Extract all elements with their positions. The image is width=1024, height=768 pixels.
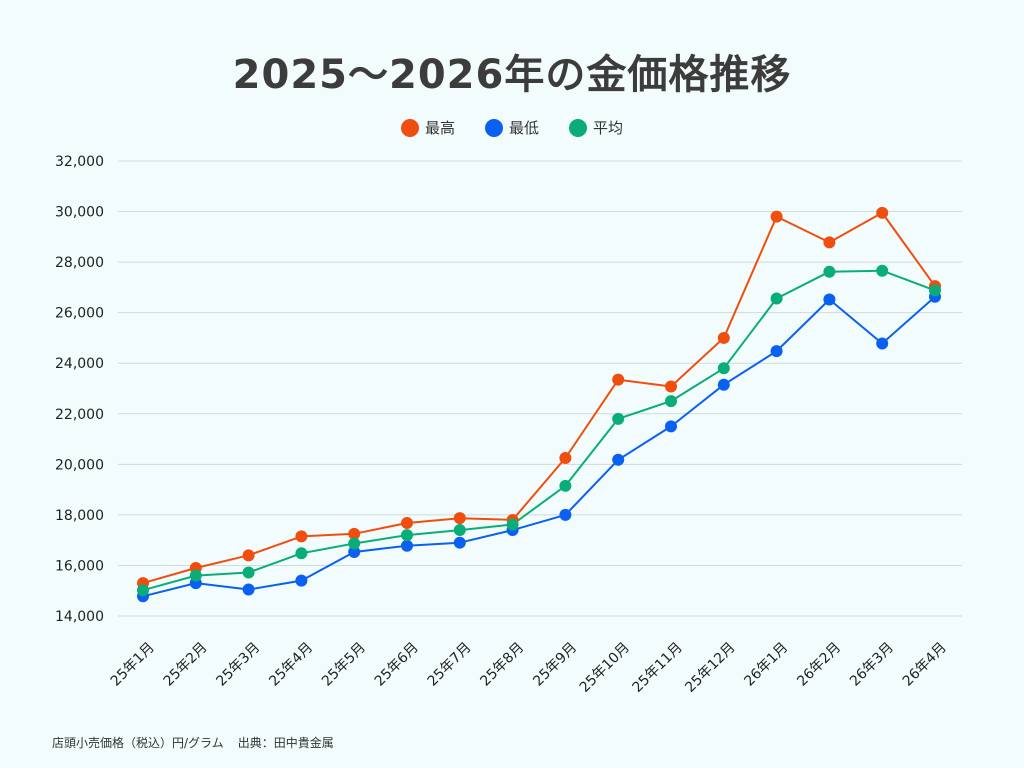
x-tick-label: 26年4月	[900, 640, 950, 690]
chart-title: 2025～2026年の金価格推移	[232, 52, 792, 98]
data-point-0	[453, 512, 466, 525]
x-tick-label: 25年2月	[161, 640, 211, 690]
data-point-0	[559, 452, 572, 465]
series-line-0	[142, 211, 936, 585]
data-point-2	[665, 395, 677, 408]
data-point-0	[242, 549, 255, 562]
x-tick-label: 25年6月	[372, 640, 422, 690]
legend-label-avg: 平均	[593, 119, 624, 137]
x-tick-label: 25年10月	[577, 640, 633, 696]
data-point-1	[823, 293, 836, 306]
x-tick-label: 25年7月	[425, 640, 475, 690]
data-point-2	[612, 412, 625, 425]
footer-note: 店頭小売価格（税込）円/グラム	[52, 736, 224, 750]
y-tick-label: 14,000	[55, 609, 104, 625]
data-point-2	[770, 292, 783, 305]
data-point-0	[770, 210, 783, 223]
y-tick-label: 32,000	[55, 154, 104, 170]
data-point-2	[559, 479, 572, 492]
y-tick-label: 24,000	[55, 356, 104, 372]
footer: 店頭小売価格（税込）円/グラム 出典：田中貴金属	[52, 734, 334, 751]
data-point-2	[823, 265, 836, 278]
data-point-1	[559, 508, 572, 521]
x-tick-label: 26年2月	[794, 640, 844, 690]
data-point-1	[348, 546, 361, 559]
x-tick-label: 25年5月	[319, 640, 369, 690]
data-point-2	[348, 537, 361, 550]
data-point-0	[612, 373, 625, 386]
x-tick-label: 25年9月	[530, 640, 580, 690]
data-point-2	[401, 529, 413, 542]
x-tick-label: 26年3月	[847, 640, 897, 690]
data-point-1	[665, 420, 677, 433]
legend-marker-min	[484, 118, 503, 137]
x-tick-label: 25年4月	[266, 640, 316, 690]
data-point-0	[295, 530, 308, 543]
data-point-1	[401, 539, 413, 552]
data-point-2	[929, 284, 941, 297]
data-point-0	[665, 380, 677, 393]
y-tick-label: 22,000	[55, 407, 104, 423]
y-tick-label: 26,000	[55, 306, 104, 322]
data-point-2	[242, 566, 255, 579]
legend-label-max: 最高	[424, 119, 455, 137]
data-point-0	[876, 206, 889, 219]
legend-marker-max	[400, 118, 419, 137]
series-line-2	[142, 269, 936, 592]
data-point-2	[506, 518, 519, 531]
legend-item-avg: 平均	[569, 117, 623, 138]
data-point-0	[401, 516, 413, 529]
data-point-2	[876, 264, 889, 277]
data-point-1	[717, 378, 730, 391]
footer-source: 出典：田中貴金属	[237, 736, 334, 750]
data-point-2	[453, 524, 466, 537]
x-tick-label: 25年11月	[630, 640, 686, 696]
data-point-1	[770, 345, 783, 358]
series-line-1	[142, 295, 936, 598]
y-tick-label: 18,000	[55, 508, 104, 524]
x-tick-label: 25年3月	[213, 640, 263, 690]
data-point-2	[717, 362, 730, 375]
legend-label-min: 最低	[508, 119, 539, 137]
y-tick-label: 30,000	[55, 205, 104, 221]
legend-marker-avg	[569, 118, 587, 137]
data-point-2	[295, 547, 308, 560]
data-point-1	[453, 536, 466, 549]
y-tick-label: 20,000	[55, 457, 104, 473]
y-tick-label: 16,000	[55, 558, 104, 574]
legend-item-max: 最高	[400, 117, 455, 138]
data-point-2	[137, 584, 149, 597]
y-tick-label: 28,000	[55, 255, 104, 271]
x-tick-label: 25年12月	[682, 640, 738, 696]
data-point-1	[242, 583, 255, 596]
data-point-0	[348, 527, 361, 540]
data-point-0	[717, 331, 730, 344]
legend: 最高 最低 平均	[0, 117, 1024, 138]
x-tick-label: 26年1月	[741, 640, 791, 690]
x-tick-label: 25年8月	[477, 640, 527, 690]
legend-item-min: 最低	[484, 117, 539, 138]
data-point-0	[823, 236, 836, 249]
data-point-2	[189, 569, 202, 582]
data-point-1	[295, 574, 308, 587]
data-point-1	[876, 337, 889, 350]
data-point-1	[612, 453, 625, 466]
x-tick-label: 25年1月	[108, 640, 158, 690]
